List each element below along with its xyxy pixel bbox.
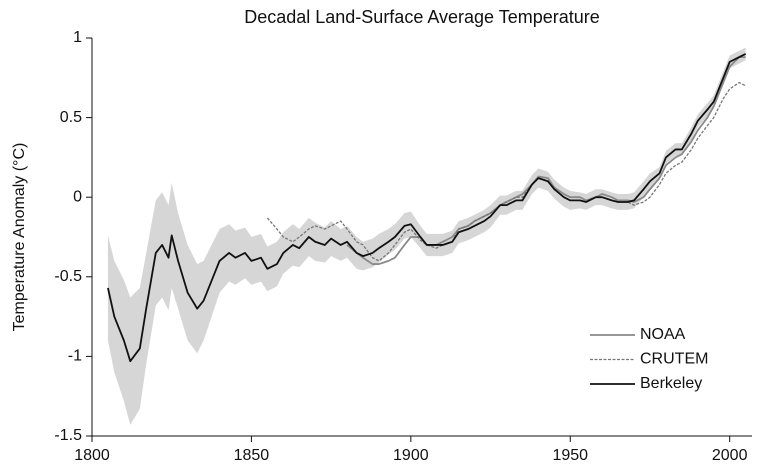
x-tick-label: 1950 — [552, 447, 588, 464]
x-tick-label: 1800 — [74, 447, 110, 464]
y-tick-label: 0.5 — [60, 109, 82, 126]
series-line — [346, 56, 746, 265]
y-tick-label: -1 — [68, 348, 82, 365]
y-tick-label: 0 — [73, 188, 82, 205]
legend-label: CRUTEM — [640, 351, 708, 368]
series-line — [266, 81, 746, 262]
x-tick-label: 1900 — [393, 447, 429, 464]
legend-label: Berkeley — [640, 375, 702, 392]
x-tick-label: 1850 — [234, 447, 270, 464]
y-tick-label: -1.5 — [54, 427, 82, 444]
y-axis-label: Temperature Anomaly (°C) — [11, 143, 28, 332]
y-tick-label: -0.5 — [54, 268, 82, 285]
x-tick-label: 2000 — [712, 447, 748, 464]
uncertainty-band — [107, 47, 746, 425]
series-line — [107, 53, 747, 363]
chart-title: Decadal Land-Surface Average Temperature — [244, 7, 600, 27]
y-tick-label: 1 — [73, 29, 82, 46]
legend-label: NOAA — [640, 326, 686, 343]
